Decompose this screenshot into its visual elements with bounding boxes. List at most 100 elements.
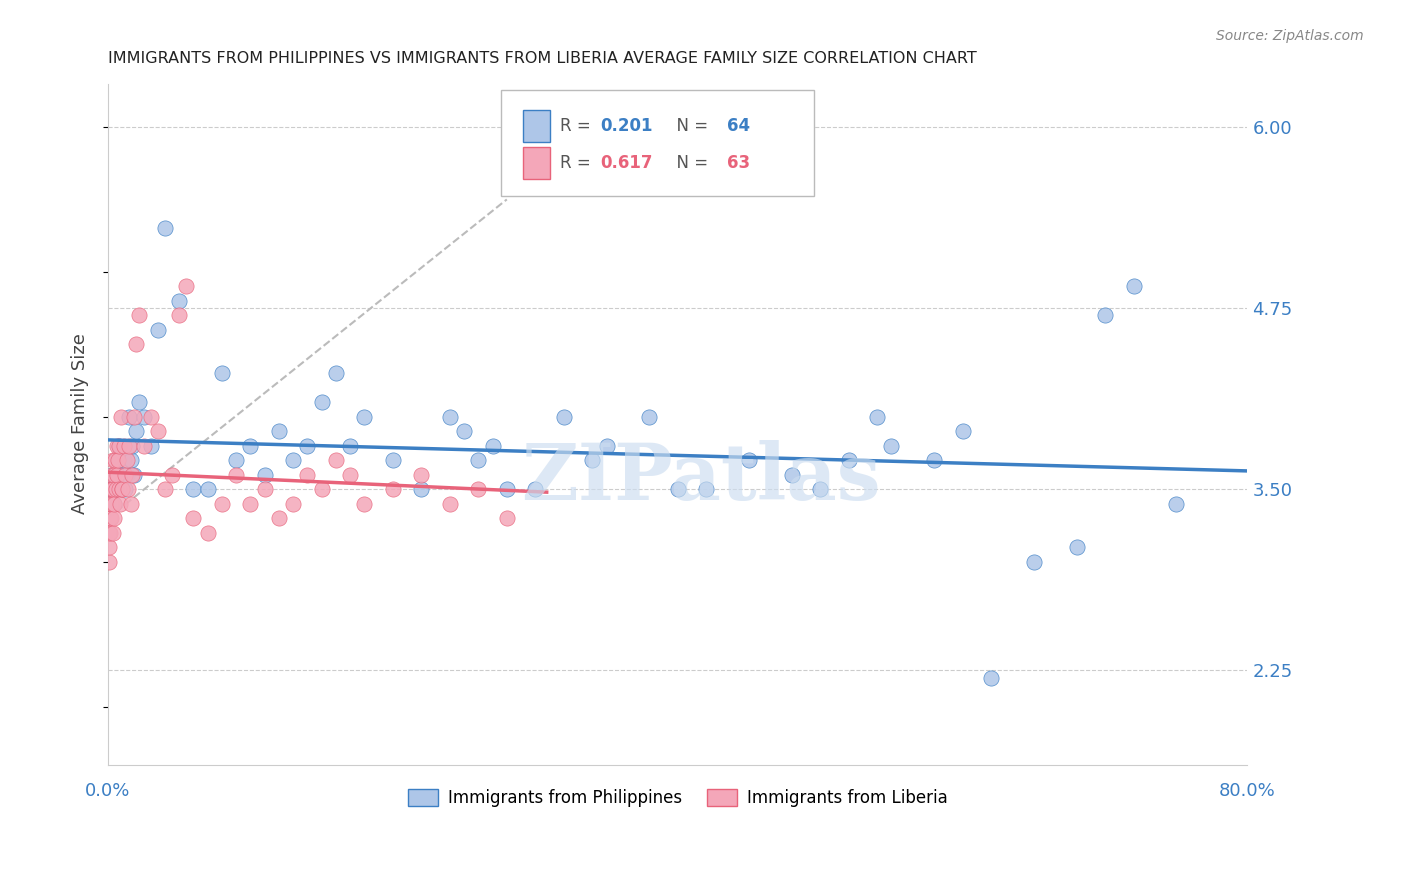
Point bbox=[115, 467, 138, 482]
Point bbox=[297, 467, 319, 482]
Point bbox=[339, 467, 361, 482]
Point bbox=[120, 453, 142, 467]
Point bbox=[481, 439, 503, 453]
Point bbox=[381, 453, 404, 467]
Point bbox=[211, 366, 233, 380]
Point bbox=[353, 409, 375, 424]
Point bbox=[98, 511, 121, 525]
Point bbox=[311, 395, 333, 409]
Point bbox=[146, 323, 169, 337]
Point bbox=[125, 424, 148, 438]
Point bbox=[225, 467, 247, 482]
Point bbox=[524, 482, 547, 496]
Point bbox=[638, 409, 661, 424]
Point bbox=[110, 482, 132, 496]
Point bbox=[100, 511, 122, 525]
Text: 0.617: 0.617 bbox=[600, 153, 652, 171]
Point bbox=[100, 482, 122, 496]
Point bbox=[128, 309, 150, 323]
Point bbox=[197, 525, 219, 540]
Point bbox=[110, 409, 132, 424]
Point bbox=[439, 409, 461, 424]
Point bbox=[1122, 279, 1144, 293]
Point bbox=[112, 453, 135, 467]
Point bbox=[101, 482, 124, 496]
Point bbox=[297, 439, 319, 453]
Text: 0.0%: 0.0% bbox=[86, 782, 131, 800]
Point bbox=[595, 439, 617, 453]
Point bbox=[132, 409, 155, 424]
Point bbox=[1022, 555, 1045, 569]
Point bbox=[808, 482, 831, 496]
Point bbox=[666, 482, 689, 496]
FancyBboxPatch shape bbox=[501, 90, 814, 196]
Text: IMMIGRANTS FROM PHILIPPINES VS IMMIGRANTS FROM LIBERIA AVERAGE FAMILY SIZE CORRE: IMMIGRANTS FROM PHILIPPINES VS IMMIGRANT… bbox=[108, 51, 977, 66]
Point bbox=[110, 482, 132, 496]
Point bbox=[118, 409, 141, 424]
Point bbox=[1094, 309, 1116, 323]
Point bbox=[104, 482, 127, 496]
Point bbox=[866, 409, 889, 424]
FancyBboxPatch shape bbox=[523, 147, 550, 179]
Point bbox=[581, 453, 603, 467]
Point bbox=[153, 482, 176, 496]
Text: 64: 64 bbox=[727, 117, 749, 135]
Point bbox=[780, 467, 803, 482]
Point bbox=[225, 453, 247, 467]
Point bbox=[101, 525, 124, 540]
Point bbox=[311, 482, 333, 496]
Point bbox=[283, 497, 305, 511]
Y-axis label: Average Family Size: Average Family Size bbox=[72, 334, 89, 515]
Point bbox=[339, 439, 361, 453]
Text: N =: N = bbox=[666, 153, 714, 171]
Text: R =: R = bbox=[561, 117, 596, 135]
Point bbox=[118, 439, 141, 453]
Point bbox=[381, 482, 404, 496]
Text: N =: N = bbox=[666, 117, 714, 135]
Point bbox=[880, 439, 903, 453]
Point bbox=[104, 482, 127, 496]
Point bbox=[105, 467, 128, 482]
Point bbox=[353, 497, 375, 511]
Point bbox=[838, 453, 860, 467]
Point bbox=[176, 279, 198, 293]
Point bbox=[100, 467, 122, 482]
Legend: Immigrants from Philippines, Immigrants from Liberia: Immigrants from Philippines, Immigrants … bbox=[401, 782, 955, 814]
Point bbox=[980, 671, 1002, 685]
Point bbox=[325, 453, 347, 467]
Point bbox=[108, 439, 131, 453]
Point bbox=[439, 497, 461, 511]
Point bbox=[495, 511, 517, 525]
Point bbox=[104, 453, 127, 467]
FancyBboxPatch shape bbox=[523, 111, 550, 142]
Point bbox=[114, 467, 136, 482]
Point bbox=[121, 439, 143, 453]
Point bbox=[103, 511, 125, 525]
Text: Source: ZipAtlas.com: Source: ZipAtlas.com bbox=[1216, 29, 1364, 44]
Point bbox=[100, 497, 122, 511]
Point bbox=[105, 453, 128, 467]
Text: 63: 63 bbox=[727, 153, 749, 171]
Point bbox=[183, 511, 205, 525]
Point bbox=[101, 497, 124, 511]
Point bbox=[922, 453, 945, 467]
Point bbox=[239, 497, 262, 511]
Point bbox=[167, 309, 190, 323]
Point bbox=[98, 525, 121, 540]
Point bbox=[112, 439, 135, 453]
Point bbox=[283, 453, 305, 467]
Point bbox=[146, 424, 169, 438]
Point bbox=[267, 424, 290, 438]
Point bbox=[952, 424, 974, 438]
Text: ZIPatlas: ZIPatlas bbox=[520, 441, 880, 516]
Point bbox=[411, 467, 433, 482]
Point bbox=[553, 409, 575, 424]
Point bbox=[108, 439, 131, 453]
Text: R =: R = bbox=[561, 153, 596, 171]
Point bbox=[253, 482, 276, 496]
Point bbox=[160, 467, 183, 482]
Point bbox=[121, 467, 143, 482]
Point bbox=[122, 409, 145, 424]
Point bbox=[117, 482, 139, 496]
Point bbox=[107, 482, 129, 496]
